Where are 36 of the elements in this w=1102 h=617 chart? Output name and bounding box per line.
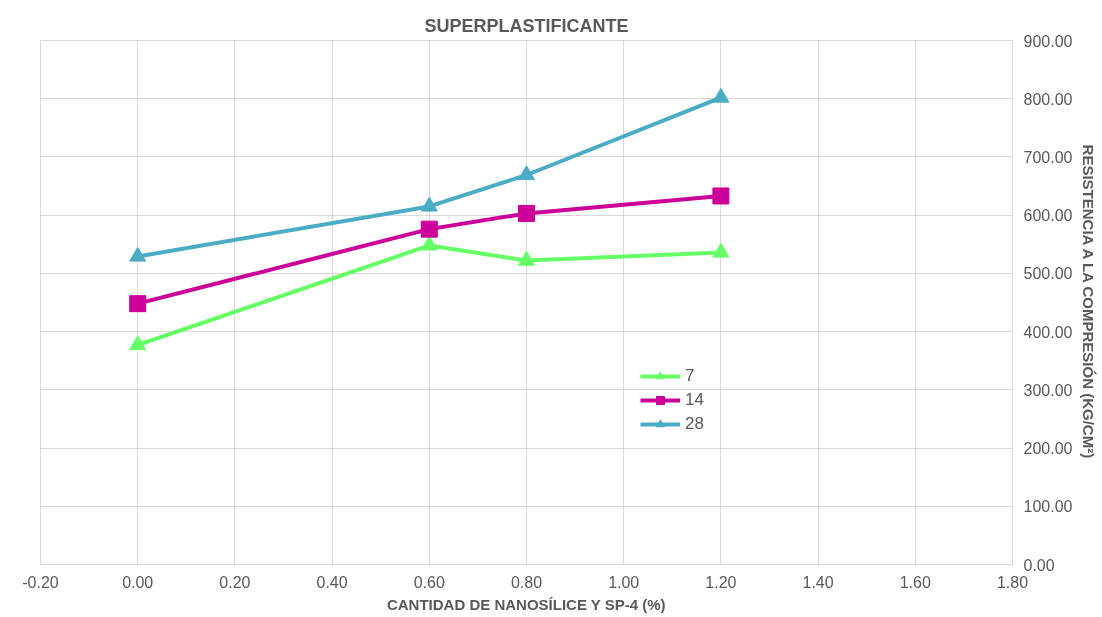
point <box>712 242 730 258</box>
y-tick-label: 600.00 <box>1023 207 1073 225</box>
x-axis-title: CANTIDAD DE NANOSÍLICE Y SP-4 (%) <box>386 595 666 613</box>
legend-label: 14 <box>685 390 705 410</box>
y-tick-label: 700.00 <box>1023 148 1073 166</box>
chart-title: SUPERPLASTIFICANTE <box>424 15 629 36</box>
y-tick-label: 200.00 <box>1023 440 1073 458</box>
point <box>518 204 535 222</box>
x-tick-label: 0.20 <box>219 573 251 591</box>
point <box>518 165 535 181</box>
x-tick-label: -0.20 <box>22 573 59 591</box>
point <box>712 87 730 103</box>
point <box>420 235 438 251</box>
x-tick-label: 0.80 <box>510 573 543 591</box>
x-tick-label: 0.60 <box>413 573 445 591</box>
x-tick-label: 1.00 <box>608 573 640 591</box>
y-tick-label: 100.00 <box>1023 498 1073 516</box>
point <box>518 250 535 266</box>
x-tick-label: 1.80 <box>996 573 1029 591</box>
y-tick-label: 400.00 <box>1023 323 1073 341</box>
y-axis-title: RESISTENCIA A LA COMPRESIÓN (KG/CM²) <box>1080 144 1098 459</box>
x-tick-label: 0.40 <box>316 573 348 591</box>
y-tick-label: 500.00 <box>1023 265 1073 283</box>
y-tick-label: 300.00 <box>1023 381 1073 399</box>
x-tick-label: 0.00 <box>122 573 154 591</box>
x-tick-label: 1.60 <box>899 573 931 591</box>
point <box>129 335 147 351</box>
point <box>129 246 147 262</box>
y-tick-label: 800.00 <box>1023 90 1073 108</box>
x-tick-label: 1.40 <box>802 573 834 591</box>
point <box>420 196 438 212</box>
y-tick-label: 900.00 <box>1023 32 1073 50</box>
y-tick-label: 0.00 <box>1023 556 1055 574</box>
legend-label: 28 <box>685 414 705 434</box>
legend-label: 7 <box>685 366 696 386</box>
x-tick-label: 1.20 <box>705 573 737 591</box>
